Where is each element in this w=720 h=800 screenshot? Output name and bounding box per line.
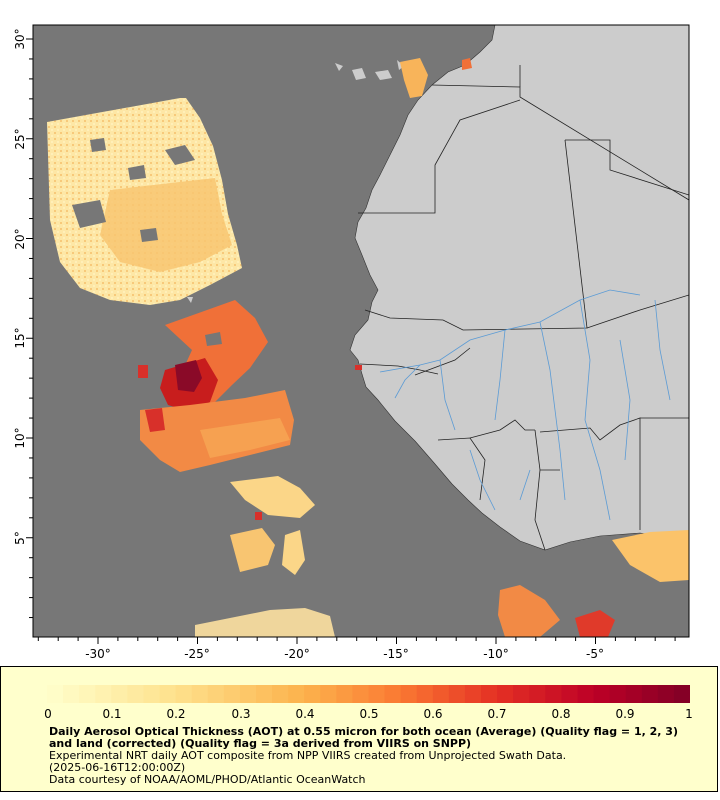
legend-credit: Data courtesy of NOAA/AOML/PHOD/Atlantic…: [49, 773, 366, 786]
lat-tick-label: 10°: [13, 427, 27, 448]
color-scale-step: [320, 685, 337, 703]
lat-tick-label: 25°: [13, 128, 27, 149]
color-scale-step: [657, 685, 675, 703]
scale-label: 1: [685, 707, 693, 721]
color-scale-step: [272, 685, 289, 703]
lat-tick-label: 30°: [13, 28, 27, 49]
legend-panel: 0 0.1 0.2 0.3 0.4 0.5 0.6 0.7 0.8 0.9 1 …: [0, 666, 718, 792]
color-scale-step: [239, 685, 257, 703]
land-africa: [349, 25, 689, 551]
color-scale-step: [127, 685, 144, 703]
scale-label: 0.9: [615, 707, 635, 721]
aot-swath-north-band: [100, 178, 232, 272]
aot-plume-peak: [175, 360, 202, 392]
scale-label: 0.6: [423, 707, 443, 721]
color-scale-bar: [47, 685, 690, 703]
lon-tick-label: -15°: [383, 647, 409, 661]
aot-swaths: [47, 58, 689, 637]
color-scale-step: [304, 685, 321, 703]
color-scale-step: [432, 685, 450, 703]
color-scale-step: [529, 685, 546, 703]
color-scale-step: [464, 685, 482, 703]
lat-tick-label: 20°: [13, 228, 27, 249]
scale-label: 0.3: [231, 707, 251, 721]
lon-tick-label: -30°: [85, 647, 111, 661]
rivers: [379, 289, 671, 521]
color-scale-step: [255, 685, 273, 703]
color-scale-step: [625, 685, 643, 703]
color-scale-step: [352, 685, 369, 703]
aot-map: -30° -25° -20° -15° -10° -5° 30° 25° 20°…: [13, 24, 690, 661]
legend-description: Experimental NRT daily AOT composite fro…: [49, 749, 567, 762]
lon-tick-label: -5°: [586, 647, 604, 661]
color-scale-step: [288, 685, 305, 703]
color-scale-step: [159, 685, 177, 703]
scale-label: 0.7: [487, 707, 507, 721]
color-scale-step: [593, 685, 611, 703]
color-scale-step: [673, 685, 690, 703]
color-scale-step: [416, 685, 434, 703]
legend-date: (2025-06-16T12:00:00Z): [49, 761, 186, 774]
color-scale-step: [223, 685, 241, 703]
lon-tick-label: -25°: [184, 647, 210, 661]
color-scale-step: [47, 685, 64, 703]
lat-tick-label: 5°: [13, 531, 27, 545]
color-scale-step: [448, 685, 466, 703]
color-scale-step: [561, 685, 578, 703]
lat-tick-label: 15°: [13, 327, 27, 348]
aot-patch-guinea: [612, 530, 689, 582]
color-scale-step: [481, 685, 498, 703]
aot-swath-south: [230, 476, 315, 518]
country-borders: [358, 65, 689, 551]
color-scale-step: [577, 685, 595, 703]
scale-label: 0.1: [102, 707, 122, 721]
color-scale-step: [111, 685, 128, 703]
color-scale-step: [207, 685, 225, 703]
axis-ticks: [26, 38, 676, 644]
aot-patch-canary: [400, 58, 428, 98]
lon-tick-label: -20°: [284, 647, 310, 661]
color-scale-step: [497, 685, 514, 703]
color-scale-step: [79, 685, 96, 703]
color-scale-step: [175, 685, 193, 703]
color-scale-step: [545, 685, 562, 703]
color-scale-step: [191, 685, 209, 703]
color-scale-step: [63, 685, 80, 703]
color-scale-step: [368, 685, 386, 703]
color-scale-step: [95, 685, 112, 703]
color-scale-step: [400, 685, 418, 703]
color-scale-step: [336, 685, 353, 703]
scale-label: 0.2: [166, 707, 186, 721]
color-scale-step: [641, 685, 659, 703]
scale-label: 0.4: [295, 707, 315, 721]
canary-islands: [335, 60, 404, 80]
color-scale-step: [384, 685, 402, 703]
color-scale-step: [143, 685, 161, 703]
plot-frame: [32, 24, 690, 638]
color-scale-step: [609, 685, 627, 703]
scale-label: 0.5: [359, 707, 379, 721]
lon-tick-label: -10°: [483, 647, 509, 661]
color-scale-step: [513, 685, 530, 703]
scale-label: 0.8: [551, 707, 571, 721]
legend-title: Daily Aerosol Optical Thickness (AOT) at…: [49, 725, 678, 750]
legend-caption: Daily Aerosol Optical Thickness (AOT) at…: [49, 726, 689, 786]
scale-label: 0: [44, 707, 52, 721]
